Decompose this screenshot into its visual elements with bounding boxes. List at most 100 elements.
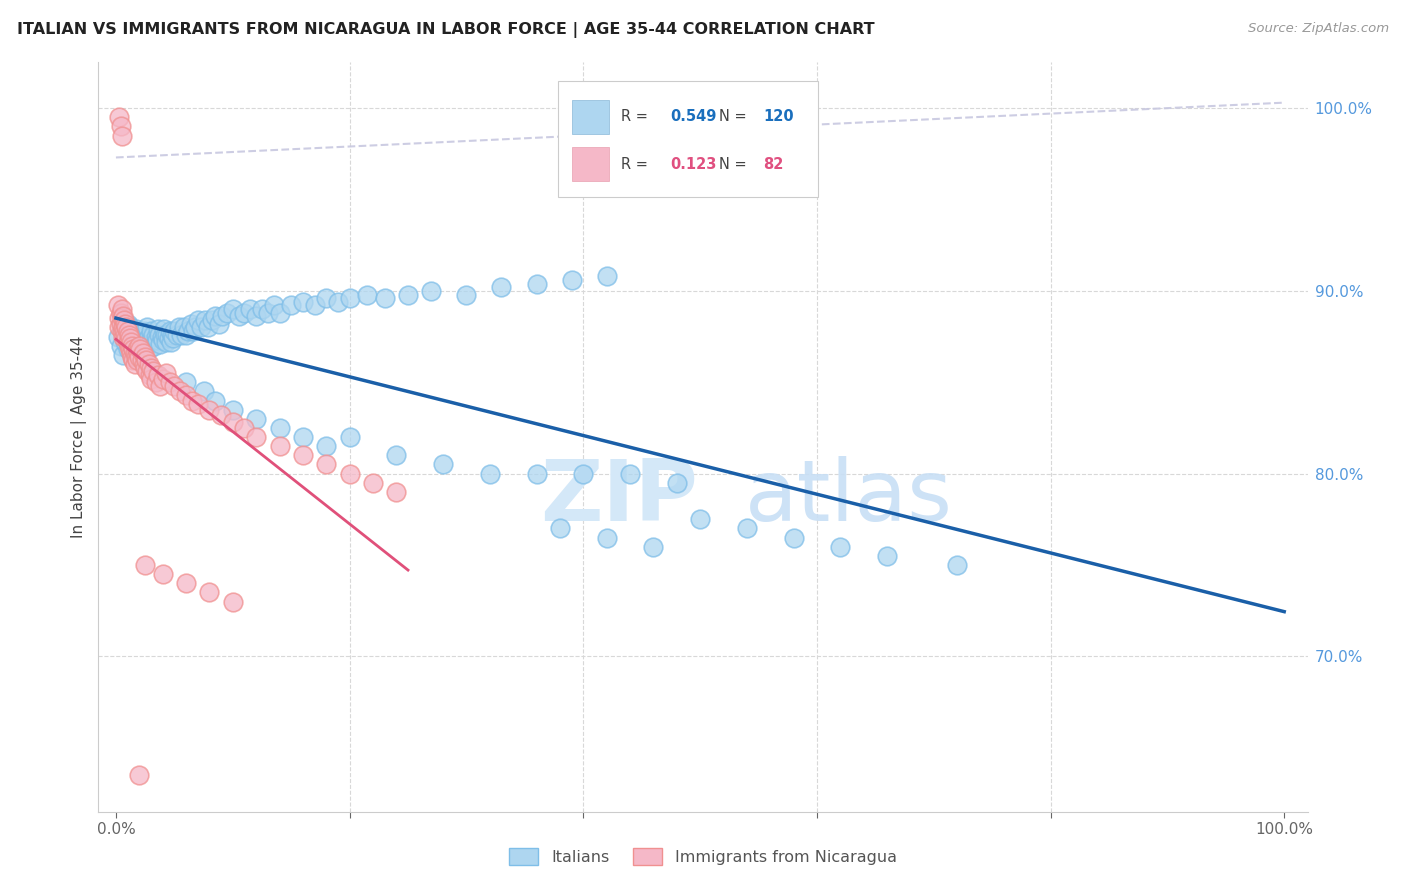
Point bbox=[174, 388, 197, 402]
Point bbox=[326, 294, 349, 309]
Point bbox=[139, 371, 162, 385]
Point bbox=[120, 334, 142, 349]
Point bbox=[117, 324, 139, 338]
Point bbox=[160, 334, 183, 349]
Point bbox=[129, 327, 152, 342]
Point bbox=[167, 320, 190, 334]
Point bbox=[946, 558, 969, 572]
Point bbox=[138, 357, 160, 371]
Point bbox=[132, 324, 155, 338]
Point bbox=[139, 331, 162, 345]
Point bbox=[128, 350, 150, 364]
Legend: Italians, Immigrants from Nicaragua: Italians, Immigrants from Nicaragua bbox=[503, 842, 903, 871]
Point bbox=[127, 346, 149, 360]
Point bbox=[111, 348, 134, 362]
Point bbox=[134, 350, 156, 364]
Point bbox=[432, 458, 454, 472]
Point bbox=[111, 320, 134, 334]
Point bbox=[735, 521, 758, 535]
Point bbox=[361, 475, 384, 490]
Point bbox=[118, 327, 141, 342]
Point bbox=[595, 531, 617, 545]
Point bbox=[187, 397, 209, 411]
Point bbox=[117, 334, 139, 349]
Point bbox=[204, 310, 226, 324]
Point bbox=[250, 302, 273, 317]
Point bbox=[111, 329, 134, 343]
Point bbox=[211, 310, 233, 324]
Point bbox=[385, 448, 408, 462]
Point bbox=[114, 334, 136, 349]
Point bbox=[107, 329, 129, 343]
Point bbox=[166, 327, 188, 342]
Point bbox=[245, 310, 267, 324]
Point bbox=[385, 484, 408, 499]
Point bbox=[124, 346, 146, 360]
Point bbox=[256, 306, 278, 320]
Point bbox=[162, 331, 184, 345]
Point bbox=[155, 366, 177, 380]
Point bbox=[291, 448, 314, 462]
Point bbox=[228, 310, 250, 324]
Text: R =: R = bbox=[621, 109, 652, 124]
Point bbox=[159, 376, 181, 390]
Text: ZIP: ZIP bbox=[540, 456, 697, 539]
Point bbox=[222, 402, 245, 417]
Point bbox=[131, 353, 153, 368]
Point bbox=[291, 430, 314, 444]
Point bbox=[142, 327, 165, 342]
Point bbox=[155, 334, 177, 349]
Point bbox=[222, 594, 245, 608]
Point bbox=[197, 320, 219, 334]
Point bbox=[108, 311, 131, 326]
Point bbox=[315, 291, 337, 305]
Point bbox=[111, 128, 134, 143]
Point bbox=[132, 331, 155, 345]
Point bbox=[689, 512, 711, 526]
Point bbox=[315, 458, 337, 472]
Point bbox=[572, 467, 595, 481]
Point bbox=[120, 337, 142, 351]
Point bbox=[291, 294, 314, 309]
Point bbox=[233, 421, 256, 435]
Point bbox=[152, 371, 174, 385]
Point bbox=[215, 306, 238, 320]
Point bbox=[134, 327, 156, 342]
Point bbox=[136, 320, 159, 334]
Point bbox=[139, 360, 162, 375]
Point bbox=[128, 768, 150, 782]
Point bbox=[132, 357, 155, 371]
Text: N =: N = bbox=[718, 157, 751, 172]
Point bbox=[163, 379, 186, 393]
Point bbox=[127, 329, 149, 343]
Point bbox=[269, 306, 291, 320]
Point bbox=[134, 337, 156, 351]
Point bbox=[304, 298, 326, 312]
Point bbox=[115, 324, 138, 338]
Point bbox=[117, 317, 139, 331]
Point bbox=[115, 331, 138, 345]
Text: Source: ZipAtlas.com: Source: ZipAtlas.com bbox=[1249, 22, 1389, 36]
Point bbox=[111, 311, 134, 326]
Point bbox=[201, 313, 224, 327]
Point bbox=[125, 343, 148, 357]
Point bbox=[121, 326, 143, 340]
Point bbox=[139, 368, 162, 382]
Point bbox=[107, 298, 129, 312]
Point bbox=[111, 320, 134, 334]
Point bbox=[132, 346, 155, 360]
Point bbox=[269, 421, 291, 435]
Point bbox=[420, 284, 443, 298]
Point bbox=[108, 110, 131, 124]
Point bbox=[174, 376, 197, 390]
Point bbox=[184, 320, 207, 334]
Point bbox=[146, 368, 169, 382]
Point bbox=[118, 327, 141, 342]
Point bbox=[125, 353, 148, 368]
Point bbox=[180, 317, 202, 331]
Point bbox=[122, 341, 145, 355]
Point bbox=[122, 353, 145, 368]
Point bbox=[110, 120, 132, 134]
Point bbox=[118, 320, 141, 334]
Point bbox=[374, 291, 396, 305]
